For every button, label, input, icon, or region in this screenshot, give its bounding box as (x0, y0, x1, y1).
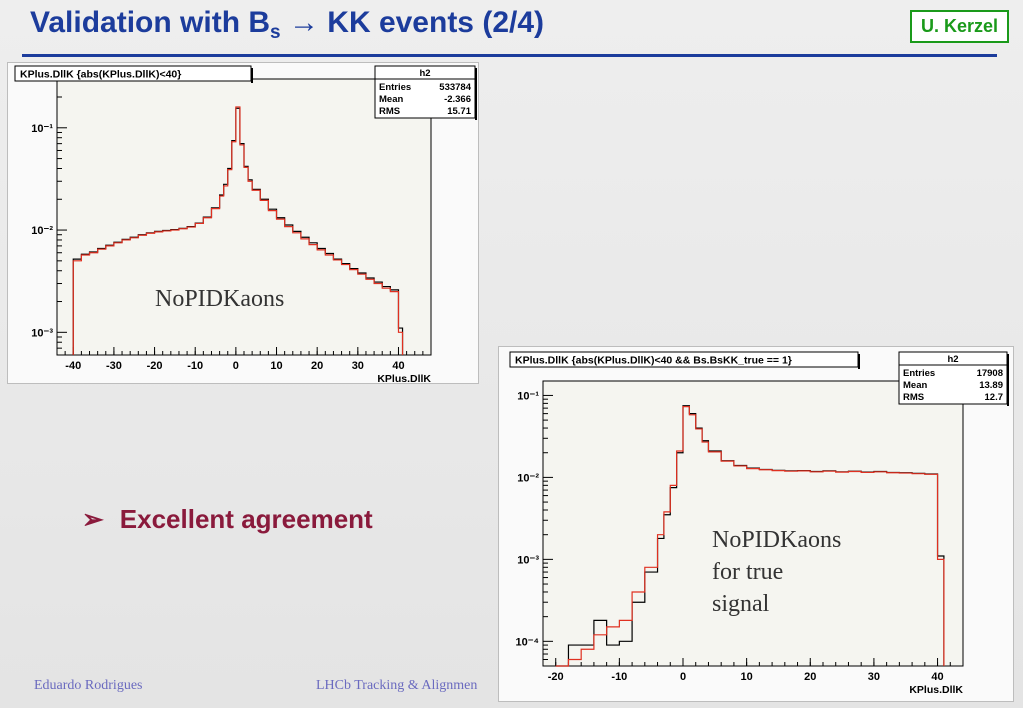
x-tick-label: -30 (106, 360, 122, 372)
plot-2-annotation-line-1: NoPIDKaons (712, 527, 842, 553)
x-tick-label: -10 (187, 360, 203, 372)
x-tick-label: 20 (311, 360, 323, 372)
plot-panel-1: KPlus.DllK {abs(KPlus.DllK)<40} h2 Entries… (7, 62, 479, 384)
y-tick-label: 10⁻³ (517, 554, 539, 566)
histogram-plot-2: KPlus.DllK {abs(KPlus.DllK)<40 && Bs.BsK… (498, 346, 1014, 702)
y-tick-label: 10⁻⁴ (516, 636, 539, 648)
footer-left: Eduardo Rodrigues (34, 678, 143, 693)
stats-name: h2 (419, 68, 430, 79)
stats-box-shadow (475, 68, 477, 120)
slide-title: Validation with Bs → KK events (2/4) (30, 6, 544, 44)
stats-label: RMS (379, 106, 400, 117)
y-tick-label: 10⁻² (31, 225, 53, 237)
plot-frame (56, 78, 432, 356)
x-tick-label: 40 (392, 360, 404, 372)
plot-2-annotation: NoPIDKaons for true signal (712, 524, 841, 620)
plot-2-annotation-line-2: for true (712, 559, 784, 585)
stats-value: -2.366 (444, 94, 471, 105)
stats-box (898, 351, 1008, 405)
x-tick-label: 0 (680, 671, 686, 683)
stats-box-shadow (1007, 354, 1009, 406)
y-tick-label: 10⁻¹ (517, 390, 539, 402)
y-tick-label: 10⁻³ (31, 327, 53, 339)
title-box-shadow (251, 68, 253, 83)
stats-label: Entries (903, 368, 935, 379)
y-tick-label: 10⁻¹ (31, 123, 53, 135)
histogram-series-2 (72, 106, 404, 355)
stats-label: Mean (379, 94, 403, 105)
x-tick-label: 10 (270, 360, 282, 372)
stats-box (374, 65, 476, 119)
plot-panel-2: KPlus.DllK {abs(KPlus.DllK)<40 && Bs.BsK… (498, 346, 1014, 702)
bullet-point: ➢ Excellent agreement (82, 504, 373, 535)
stats-value: 13.89 (979, 380, 1003, 391)
histogram-series-2 (555, 406, 945, 667)
y-tick-label: 10⁻² (517, 472, 539, 484)
plot-1-annotation-line: NoPIDKaons (155, 286, 285, 312)
plot-frame (542, 380, 964, 667)
plot-2-annotation-line-3: signal (712, 591, 770, 617)
x-tick-label: 30 (352, 360, 364, 372)
stats-label: Entries (379, 82, 411, 93)
x-tick-label: 30 (868, 671, 880, 683)
plot-title: KPlus.DllK {abs(KPlus.DllK)<40 && Bs.BsK… (515, 355, 792, 367)
x-axis-label: KPlus.DllK (377, 373, 431, 384)
stats-label: RMS (903, 392, 924, 403)
x-tick-label: 0 (233, 360, 239, 372)
stats-value: 12.7 (985, 392, 1004, 403)
title-arrow: → (288, 6, 319, 39)
title-box-shadow (858, 354, 860, 369)
stats-value: 533784 (439, 82, 471, 93)
x-tick-label: 20 (804, 671, 816, 683)
x-tick-label: 10 (741, 671, 753, 683)
footer-center: LHCb Tracking & Alignmen (316, 678, 478, 693)
plot-1-annotation: NoPIDKaons (155, 283, 284, 315)
stats-label: Mean (903, 380, 927, 391)
x-tick-label: 40 (931, 671, 943, 683)
title-underline (22, 54, 997, 57)
bullet-arrow-icon: ➢ (82, 504, 104, 534)
author-badge: U. Kerzel (909, 10, 1009, 43)
x-tick-label: -40 (65, 360, 81, 372)
stats-value: 15.71 (447, 106, 471, 117)
bullet-text: Excellent agreement (119, 504, 373, 534)
stats-value: 17908 (977, 368, 1003, 379)
x-tick-label: -20 (548, 671, 564, 683)
x-tick-label: -10 (611, 671, 627, 683)
plot-title: KPlus.DllK {abs(KPlus.DllK)<40} (20, 69, 181, 81)
x-tick-label: -20 (147, 360, 163, 372)
histogram-plot-1: KPlus.DllK {abs(KPlus.DllK)<40} h2 Entries… (7, 62, 479, 384)
stats-name: h2 (947, 354, 958, 365)
x-axis-label: KPlus.DllK (909, 684, 963, 696)
title-pre: Validation with B (30, 6, 271, 39)
title-subscript: s (270, 22, 281, 43)
title-post: KK events (2/4) (318, 6, 545, 39)
